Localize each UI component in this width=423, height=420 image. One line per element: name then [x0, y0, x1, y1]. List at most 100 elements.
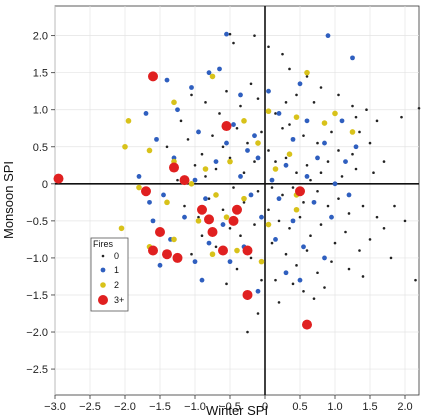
legend-marker — [100, 282, 106, 288]
data-point — [171, 99, 177, 106]
y-axis-ticks: 2.0 1.5 1.0 0.5 0 −0.5 −1.0 −1.5 −2.0 −2.5 — [26, 31, 55, 376]
y-tick-label: −1.5 — [26, 290, 48, 302]
y-tick-label: 0.5 — [33, 142, 48, 154]
data-point — [186, 138, 190, 141]
data-point — [221, 145, 225, 149]
data-point — [256, 312, 260, 315]
data-point — [295, 171, 298, 175]
data-point — [302, 201, 305, 204]
data-point — [179, 175, 190, 186]
data-point — [347, 267, 351, 271]
data-point — [192, 259, 198, 265]
data-point — [234, 247, 240, 254]
data-point — [312, 101, 316, 104]
data-point — [297, 81, 303, 87]
data-point — [155, 226, 165, 237]
data-point — [231, 122, 236, 127]
data-point — [242, 289, 253, 300]
data-point — [217, 66, 222, 72]
data-point — [196, 129, 201, 135]
data-point — [199, 277, 205, 283]
data-point — [309, 178, 312, 182]
data-point — [246, 141, 249, 145]
data-point — [136, 174, 142, 179]
x-tick-label: −2.5 — [79, 401, 101, 413]
data-point — [125, 118, 132, 124]
data-point — [256, 189, 260, 193]
data-point — [281, 52, 284, 56]
data-point — [365, 108, 368, 112]
data-point — [225, 89, 228, 93]
legend: Fires 0 1 2 3+ — [90, 237, 129, 312]
data-point — [361, 204, 365, 208]
data-point — [209, 73, 216, 80]
data-point — [214, 245, 218, 249]
data-point — [228, 32, 232, 36]
data-point — [274, 112, 277, 115]
data-point — [192, 177, 198, 183]
y-tick-label: 1.0 — [33, 105, 48, 117]
data-point — [258, 258, 265, 265]
data-point — [249, 256, 253, 260]
data-point — [302, 319, 312, 330]
data-point — [183, 204, 186, 208]
data-point — [375, 119, 379, 123]
data-point — [403, 219, 407, 223]
data-point — [304, 118, 310, 124]
data-point — [344, 230, 347, 234]
data-point — [330, 260, 333, 263]
data-point — [265, 108, 272, 115]
data-point — [165, 145, 169, 149]
y-tick-label: −2.5 — [26, 364, 48, 376]
data-point — [197, 215, 200, 219]
data-point — [332, 181, 338, 187]
data-point — [325, 33, 331, 39]
legend-label: 1 — [114, 265, 119, 275]
data-point — [332, 110, 338, 117]
data-point — [148, 71, 158, 82]
data-point — [204, 101, 207, 104]
data-point — [358, 130, 361, 134]
data-point — [146, 147, 153, 154]
data-point — [232, 186, 235, 189]
x-axis-title: Winter SPI — [206, 403, 268, 418]
data-point — [223, 214, 230, 220]
data-point — [269, 177, 275, 183]
data-point — [274, 278, 277, 282]
data-point — [190, 252, 193, 256]
data-point — [291, 186, 295, 189]
y-tick-label: −1.0 — [26, 253, 48, 265]
data-point — [302, 289, 305, 293]
data-point — [188, 181, 195, 187]
data-point — [253, 160, 256, 163]
data-point — [329, 214, 334, 220]
data-point — [266, 88, 271, 94]
data-point — [326, 160, 330, 163]
y-tick-label: 0 — [42, 179, 48, 191]
data-point — [330, 130, 333, 134]
data-point — [339, 118, 345, 124]
data-point — [340, 175, 344, 178]
data-point — [255, 155, 261, 161]
x-tick-label: 0.5 — [292, 401, 307, 413]
data-point — [302, 134, 305, 137]
data-point — [319, 86, 323, 89]
data-point — [169, 162, 179, 173]
data-point — [319, 171, 323, 175]
data-point — [150, 218, 156, 224]
data-point — [290, 218, 296, 224]
data-point — [203, 196, 208, 202]
data-point — [122, 143, 128, 150]
legend-marker — [100, 267, 106, 273]
data-point — [375, 215, 379, 219]
data-point — [337, 149, 340, 152]
data-point — [343, 159, 348, 165]
data-point — [259, 214, 264, 220]
x-tick-label: −0.5 — [219, 401, 241, 413]
data-point — [322, 140, 327, 146]
plot-area — [54, 5, 420, 396]
data-point — [286, 151, 293, 157]
data-point — [293, 114, 300, 120]
data-point — [136, 184, 142, 191]
